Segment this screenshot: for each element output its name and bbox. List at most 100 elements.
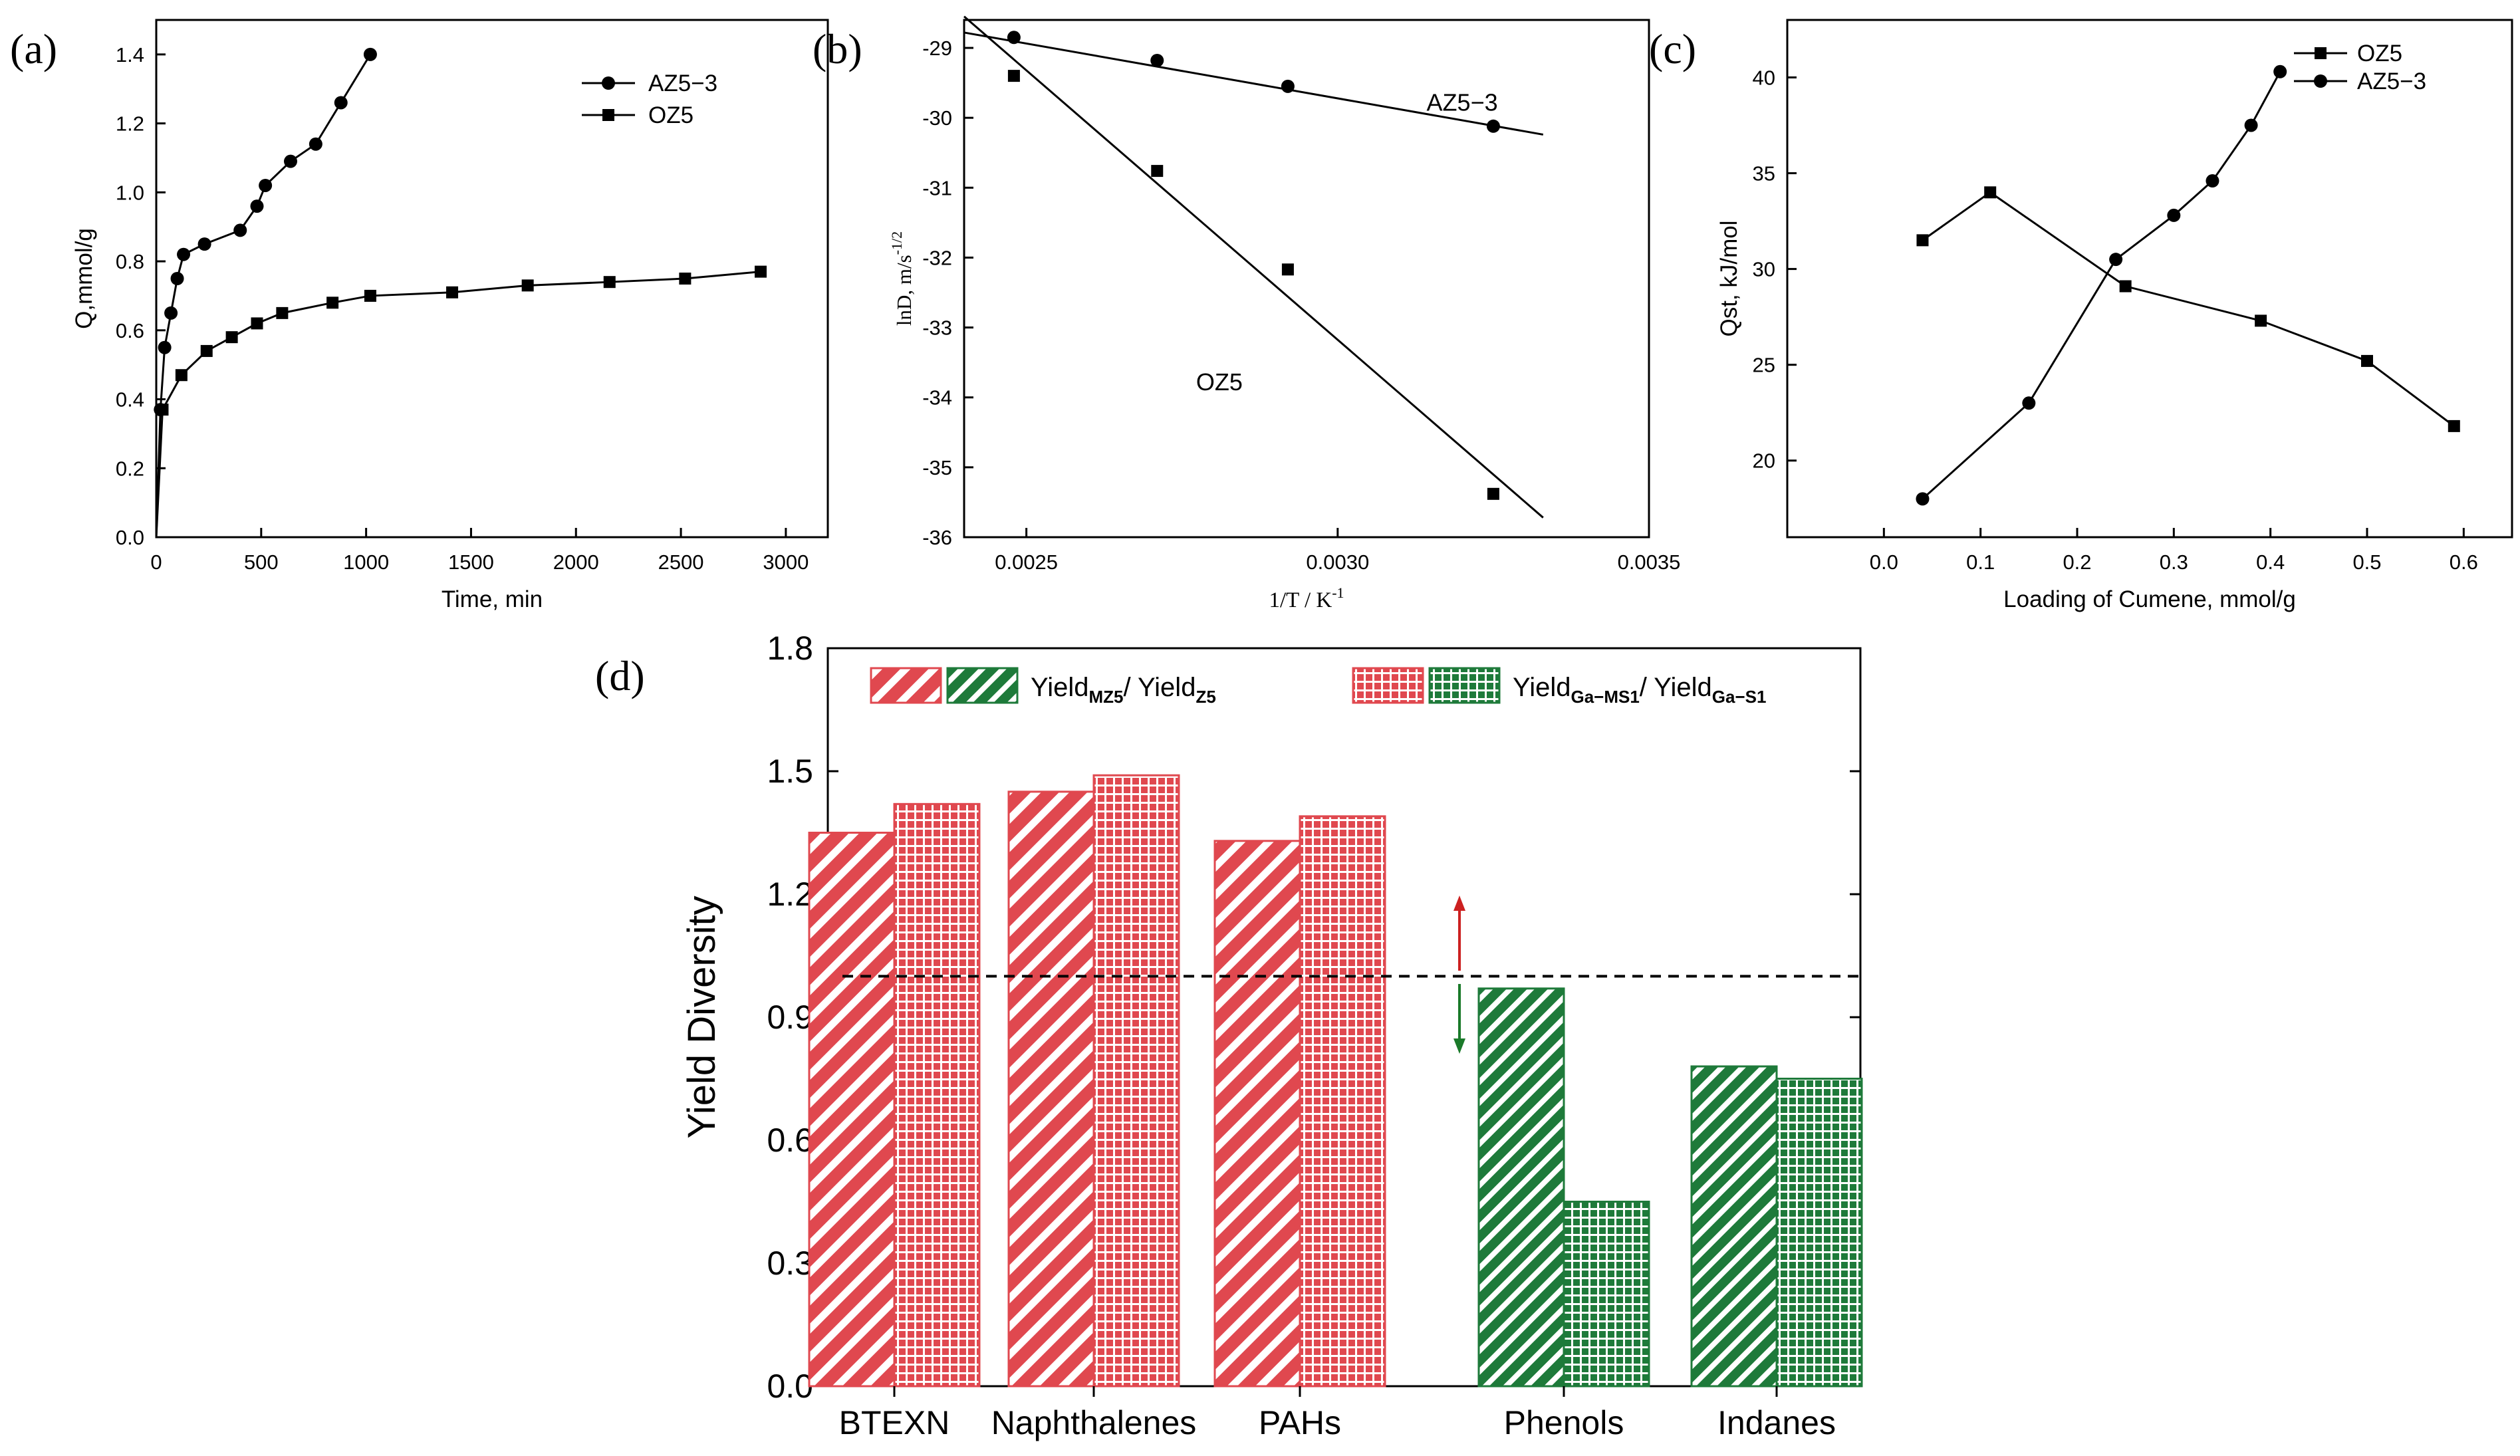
data-point xyxy=(251,317,263,330)
series-line xyxy=(155,271,761,538)
legend-swatch-red xyxy=(870,667,942,704)
data-point xyxy=(1487,487,1499,500)
x-tick-label: Indanes xyxy=(1717,1404,1836,1441)
y-tick-label: 1.5 xyxy=(767,753,813,790)
y-tick-label: 0.6 xyxy=(116,319,144,342)
data-point xyxy=(284,154,297,168)
bar xyxy=(1299,815,1386,1388)
data-point xyxy=(363,47,377,61)
x-tick-label: 500 xyxy=(244,550,279,574)
data-point xyxy=(164,306,178,320)
data-point xyxy=(2448,420,2460,432)
x-axis-title: Loading of Cumene, mmol/g xyxy=(2003,586,2296,612)
y-tick-label: 20 xyxy=(1753,449,1775,473)
y-tick-label: 0.9 xyxy=(767,999,813,1036)
data-point xyxy=(2119,280,2132,293)
legend-label-sub2: Z5 xyxy=(1196,687,1215,707)
y-tick-label: 0.0 xyxy=(767,1368,813,1405)
y-axis-title: Qst, kJ/mol xyxy=(1716,220,1742,336)
y-tick-label: 40 xyxy=(1753,66,1775,89)
data-point xyxy=(755,265,767,278)
x-tick-label: 2000 xyxy=(553,550,599,574)
series-annotation: OZ5 xyxy=(1196,368,1243,396)
chart-a-adsorption-uptake: 0 500 1000 1500 2000 2500 3000 0.0 0.2 0.4 0.6 0.8 1… xyxy=(71,19,829,612)
y-tick-label: 1.0 xyxy=(116,181,144,204)
bar xyxy=(1007,790,1095,1388)
y-tick-label: -32 xyxy=(922,246,952,269)
chart-d-yield-diversity: 0.0 0.3 0.6 0.9 1.2 1.5 1.8 Yield Diversity BTEX… xyxy=(680,630,1863,1441)
data-point xyxy=(177,247,191,261)
legend-label-sub1: Ga−MS1 xyxy=(1571,687,1639,707)
bar xyxy=(1213,840,1301,1388)
series-annotation: AZ5−3 xyxy=(1427,89,1498,116)
y-tick-label: -36 xyxy=(922,526,952,549)
data-point xyxy=(1281,79,1295,93)
data-point xyxy=(276,306,289,319)
y-tick-label: -34 xyxy=(922,386,952,410)
x-axis-title: Time, min xyxy=(441,586,543,612)
y-tick-label: 0.0 xyxy=(116,526,144,549)
data-point xyxy=(156,404,169,416)
y-tick-label: -33 xyxy=(922,316,952,340)
data-point xyxy=(158,340,172,354)
data-point xyxy=(233,223,247,237)
y-tick-label: 0.4 xyxy=(116,388,144,412)
fit-line xyxy=(963,15,1544,519)
data-point xyxy=(2361,354,2373,367)
chart-c-isosteric-heat: 0.0 0.1 0.2 0.3 0.4 0.5 0.6 20 25 30 35 40 Loading o… xyxy=(1716,19,2513,612)
data-point xyxy=(1007,31,1021,45)
x-tick-label: 0.4 xyxy=(2256,550,2285,574)
legend-label-prefix: Yield xyxy=(1513,673,1571,702)
legend-marker xyxy=(602,76,615,90)
panel-label-a: (a) xyxy=(10,25,57,72)
x-tick-label: 1000 xyxy=(343,550,389,574)
data-point xyxy=(2205,174,2219,188)
data-point xyxy=(2255,314,2267,327)
x-tick-label: 0.5 xyxy=(2352,550,2381,574)
plot-frame xyxy=(155,19,829,539)
x-tick-label: Naphthalenes xyxy=(991,1404,1197,1441)
data-point xyxy=(225,331,238,344)
x-tick-label: 0.0030 xyxy=(1306,550,1369,574)
plot-frame xyxy=(963,19,1650,539)
x-tick-label: 2500 xyxy=(658,550,704,574)
bar xyxy=(893,802,981,1388)
y-tick-label: 0.2 xyxy=(116,457,144,480)
down-arrow-head xyxy=(1453,1038,1465,1054)
x-tick-label: 0.0025 xyxy=(995,550,1058,574)
legend-label-prefix: Yield xyxy=(1031,673,1088,702)
x-tick-label: 0.6 xyxy=(2450,550,2478,574)
legend-label: AZ5−3 xyxy=(2357,68,2426,94)
legend-swatch-green xyxy=(946,667,1019,704)
x-tick-label: Phenols xyxy=(1504,1404,1624,1441)
data-point xyxy=(521,279,534,292)
data-point xyxy=(175,369,188,382)
data-point xyxy=(446,286,459,299)
data-point xyxy=(334,96,348,110)
data-point xyxy=(1916,492,1930,506)
y-tick-label: -30 xyxy=(922,106,952,130)
y-tick-label: 25 xyxy=(1753,354,1775,377)
y-tick-label: 1.8 xyxy=(767,630,813,667)
legend-marker xyxy=(2314,74,2327,88)
bar xyxy=(1690,1065,1778,1388)
y-tick-label: -35 xyxy=(922,456,952,479)
data-point xyxy=(170,272,184,285)
panel-label-c: (c) xyxy=(1649,25,1696,72)
x-axis-title-sup: -1 xyxy=(1332,584,1344,601)
legend-label: YieldMZ5/ YieldZ5 xyxy=(1031,673,1216,707)
bar xyxy=(1563,1201,1650,1388)
series-line xyxy=(155,54,372,538)
x-tick-label: 0.3 xyxy=(2160,550,2188,574)
bar xyxy=(808,832,896,1388)
data-point xyxy=(1916,234,1929,247)
panel-label-b: (b) xyxy=(813,25,862,72)
y-axis-title: Q,mmol/g xyxy=(71,228,97,329)
y-tick-label: -31 xyxy=(922,176,952,199)
data-point xyxy=(2167,208,2181,222)
data-point xyxy=(1486,119,1500,133)
legend-swatch-red xyxy=(1352,667,1424,704)
y-tick-label: 1.4 xyxy=(116,43,144,66)
y-axis-title: lnD, m/s-1/2 xyxy=(888,231,916,326)
data-point xyxy=(309,137,322,151)
